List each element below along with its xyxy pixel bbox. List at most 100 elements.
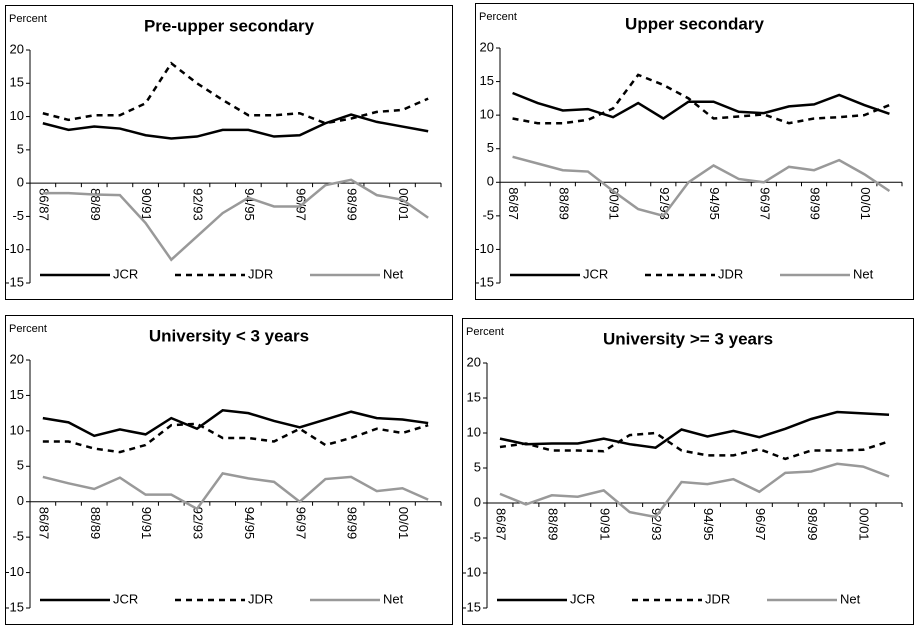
y-tick-label: 0 — [474, 494, 481, 509]
x-tick-label: 96/97 — [753, 508, 768, 541]
y-tick-label: -10 — [5, 564, 24, 579]
legend-label: Net — [383, 591, 404, 606]
x-tick-label: 98/99 — [345, 188, 360, 221]
series-line — [499, 410, 890, 450]
series-line — [512, 91, 890, 120]
y-tick-label: 5 — [17, 458, 24, 473]
x-tick-label: 98/99 — [808, 187, 823, 220]
y-tick-label: 10 — [480, 107, 494, 122]
y-tick-label: -10 — [5, 241, 24, 256]
y-tick-label: 5 — [487, 140, 494, 155]
x-tick-label: 98/99 — [345, 507, 360, 540]
x-tick-label: 88/89 — [556, 187, 571, 220]
y-tick-label: 0 — [17, 175, 24, 190]
y-tick-label: 5 — [474, 459, 481, 474]
y-tick-label: 10 — [10, 422, 24, 437]
x-tick-label: 94/95 — [242, 188, 257, 221]
legend-label: Net — [840, 591, 861, 606]
y-tick-label: 20 — [480, 39, 494, 54]
y-tick-label: -5 — [482, 207, 494, 222]
x-tick-label: 98/99 — [805, 508, 820, 541]
legend-label: JCR — [570, 591, 595, 606]
panel-border — [475, 3, 914, 300]
x-tick-label: 92/93 — [191, 507, 206, 540]
x-tick-label: 92/93 — [649, 508, 664, 541]
y-tick-label: -10 — [475, 241, 494, 256]
x-tick-label: 86/87 — [36, 507, 51, 540]
legend-label: Net — [853, 266, 874, 281]
y-axis-label: Percent — [479, 11, 517, 23]
y-tick-label: -15 — [475, 274, 494, 289]
chart-panel: University < 3 years Percent -15 -10 -5 0 5 10 1… — [5, 315, 453, 625]
legend-label: JDR — [705, 591, 730, 606]
x-tick-label: 88/89 — [88, 507, 103, 540]
y-tick-label: -5 — [469, 529, 481, 544]
x-tick-label: 94/95 — [701, 508, 716, 541]
x-tick-label: 90/91 — [139, 507, 154, 540]
y-tick-label: 15 — [467, 389, 481, 404]
legend-label: JDR — [718, 266, 743, 281]
x-tick-label: 92/93 — [657, 187, 672, 220]
series-line — [512, 73, 890, 125]
y-tick-label: -5 — [12, 208, 24, 223]
legend-label: JCR — [583, 266, 608, 281]
x-tick-label: 88/89 — [545, 508, 560, 541]
series-line — [42, 409, 429, 438]
series-line — [42, 178, 429, 262]
x-tick-label: 88/89 — [88, 188, 103, 221]
chart-panel: Pre-upper secondary Percent -15 -10 -5 0 5 10 15… — [5, 5, 453, 300]
x-tick-label: 00/01 — [396, 507, 411, 540]
x-tick-label: 86/87 — [494, 508, 509, 541]
y-tick-label: -15 — [5, 274, 24, 289]
chart-title: University >= 3 years — [603, 329, 773, 348]
y-tick-label: 15 — [10, 75, 24, 90]
y-axis-label: Percent — [9, 13, 47, 25]
y-tick-label: 20 — [10, 41, 24, 56]
x-tick-label: 00/01 — [396, 188, 411, 221]
y-tick-label: -15 — [462, 599, 481, 614]
legend-label: Net — [383, 266, 404, 281]
chart-title: Upper secondary — [625, 14, 764, 33]
series-line — [499, 462, 890, 519]
x-tick-label: 90/91 — [597, 508, 612, 541]
y-tick-label: -15 — [5, 599, 24, 614]
y-tick-label: 20 — [467, 354, 481, 369]
series-line — [42, 422, 429, 454]
legend-label: JDR — [248, 266, 273, 281]
panel-border — [462, 318, 914, 625]
x-tick-label: 00/01 — [857, 508, 872, 541]
series-line — [42, 113, 429, 140]
series-line — [512, 155, 891, 218]
y-tick-label: 5 — [17, 141, 24, 156]
y-tick-label: 15 — [480, 73, 494, 88]
y-tick-label: -10 — [462, 564, 481, 579]
y-axis-label: Percent — [9, 323, 47, 335]
x-tick-label: 92/93 — [191, 188, 206, 221]
y-tick-label: 0 — [487, 174, 494, 189]
y-tick-label: 15 — [10, 387, 24, 402]
x-tick-label: 90/91 — [139, 188, 154, 221]
x-tick-label: 94/95 — [242, 507, 257, 540]
x-tick-label: 96/97 — [757, 187, 772, 220]
y-tick-label: -5 — [12, 529, 24, 544]
legend-label: JCR — [113, 266, 138, 281]
series-line — [42, 471, 429, 511]
chart-title: Pre-upper secondary — [144, 16, 315, 35]
x-tick-label: 86/87 — [506, 187, 521, 220]
y-tick-label: 20 — [10, 351, 24, 366]
y-axis-label: Percent — [466, 326, 504, 338]
chart-panel: University >= 3 years Percent -15 -10 -5 0 5 10… — [462, 318, 914, 625]
panel-border — [5, 315, 453, 625]
chart-title: University < 3 years — [149, 326, 309, 345]
x-tick-label: 94/95 — [707, 187, 722, 220]
y-tick-label: 10 — [467, 424, 481, 439]
panel-border — [5, 5, 453, 300]
x-tick-label: 00/01 — [858, 187, 873, 220]
chart-panel: Upper secondary Percent -15 -10 -5 0 5 10 15 20 86… — [475, 3, 914, 300]
x-tick-label: 86/87 — [36, 188, 51, 221]
y-tick-label: 0 — [17, 493, 24, 508]
y-tick-label: 10 — [10, 108, 24, 123]
legend-label: JCR — [113, 591, 138, 606]
x-tick-label: 96/97 — [293, 507, 308, 540]
